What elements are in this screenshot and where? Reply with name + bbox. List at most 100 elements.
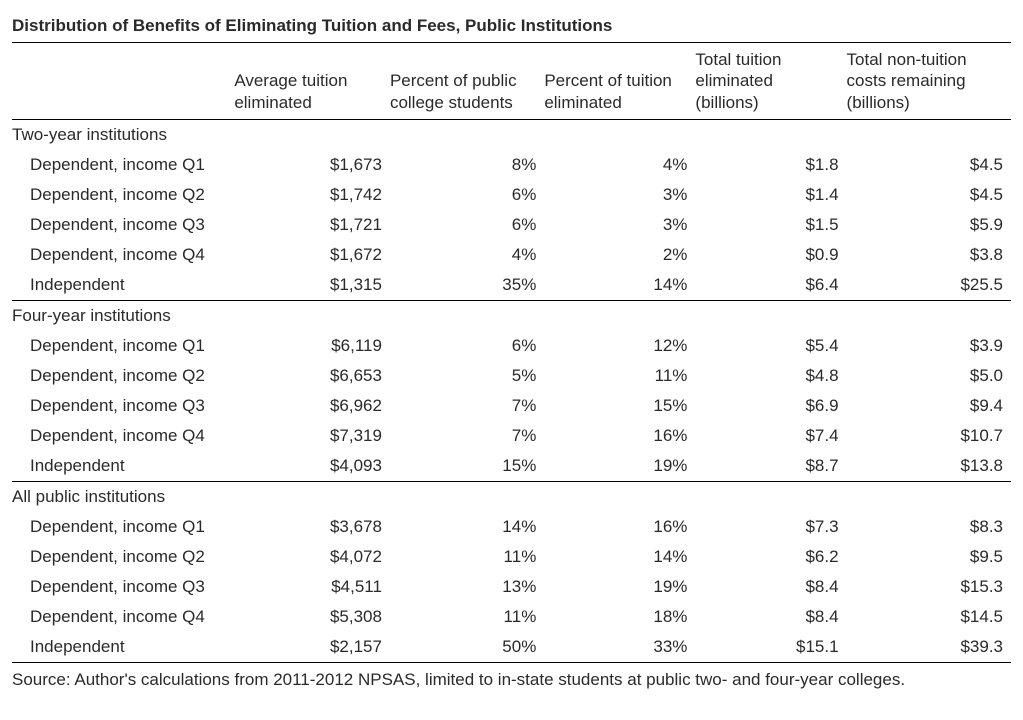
row-label: Dependent, income Q1 <box>12 331 234 361</box>
cell-total-tuition: $6.9 <box>695 391 846 421</box>
cell-pct-tuition: 18% <box>544 602 695 632</box>
cell-nontuition: $14.5 <box>847 602 1011 632</box>
row-label: Independent <box>12 270 234 301</box>
cell-pct-students: 7% <box>390 391 544 421</box>
cell-pct-tuition: 14% <box>544 542 695 572</box>
row-label: Dependent, income Q2 <box>12 180 234 210</box>
cell-pct-students: 11% <box>390 542 544 572</box>
cell-avg: $4,072 <box>234 542 390 572</box>
table-header-row: Average tuition eliminated Percent of pu… <box>12 43 1011 120</box>
table-row: Independent $4,093 15% 19% $8.7 $13.8 <box>12 451 1011 482</box>
table-row: Dependent, income Q2 $1,742 6% 3% $1.4 $… <box>12 180 1011 210</box>
cell-avg: $1,672 <box>234 240 390 270</box>
cell-nontuition: $8.3 <box>847 512 1011 542</box>
table-row: Dependent, income Q4 $5,308 11% 18% $8.4… <box>12 602 1011 632</box>
header-total-tuition: Total tuition eliminated (billions) <box>695 43 846 120</box>
cell-nontuition: $3.9 <box>847 331 1011 361</box>
section-label: Four-year institutions <box>12 300 1011 331</box>
header-pct-students: Percent of public college students <box>390 43 544 120</box>
cell-pct-tuition: 3% <box>544 180 695 210</box>
cell-pct-students: 13% <box>390 572 544 602</box>
cell-total-tuition: $8.4 <box>695 572 846 602</box>
cell-total-tuition: $7.4 <box>695 421 846 451</box>
row-label: Independent <box>12 451 234 482</box>
cell-nontuition: $10.7 <box>847 421 1011 451</box>
table-title: Distribution of Benefits of Eliminating … <box>12 12 1011 43</box>
cell-total-tuition: $8.7 <box>695 451 846 482</box>
header-total-nontuition: Total non-tuition costs remaining (billi… <box>847 43 1011 120</box>
cell-nontuition: $3.8 <box>847 240 1011 270</box>
row-label: Dependent, income Q4 <box>12 240 234 270</box>
cell-nontuition: $9.5 <box>847 542 1011 572</box>
cell-pct-students: 7% <box>390 421 544 451</box>
cell-avg: $6,962 <box>234 391 390 421</box>
table-row: Dependent, income Q3 $6,962 7% 15% $6.9 … <box>12 391 1011 421</box>
cell-total-tuition: $1.8 <box>695 150 846 180</box>
row-label: Dependent, income Q1 <box>12 512 234 542</box>
cell-avg: $1,721 <box>234 210 390 240</box>
cell-pct-tuition: 3% <box>544 210 695 240</box>
table-row: Dependent, income Q3 $1,721 6% 3% $1.5 $… <box>12 210 1011 240</box>
cell-total-tuition: $6.2 <box>695 542 846 572</box>
cell-avg: $5,308 <box>234 602 390 632</box>
table-row: Dependent, income Q2 $6,653 5% 11% $4.8 … <box>12 361 1011 391</box>
cell-avg: $1,673 <box>234 150 390 180</box>
section-label: Two-year institutions <box>12 119 1011 150</box>
cell-total-tuition: $8.4 <box>695 602 846 632</box>
cell-avg: $6,119 <box>234 331 390 361</box>
cell-pct-tuition: 19% <box>544 451 695 482</box>
cell-avg: $4,093 <box>234 451 390 482</box>
cell-pct-students: 6% <box>390 210 544 240</box>
cell-nontuition: $13.8 <box>847 451 1011 482</box>
cell-avg: $2,157 <box>234 632 390 663</box>
row-label: Dependent, income Q1 <box>12 150 234 180</box>
cell-pct-tuition: 4% <box>544 150 695 180</box>
header-blank <box>12 43 234 120</box>
cell-pct-students: 11% <box>390 602 544 632</box>
cell-pct-students: 14% <box>390 512 544 542</box>
cell-avg: $4,511 <box>234 572 390 602</box>
row-label: Dependent, income Q3 <box>12 572 234 602</box>
row-label: Independent <box>12 632 234 663</box>
table-row: Dependent, income Q1 $3,678 14% 16% $7.3… <box>12 512 1011 542</box>
cell-nontuition: $4.5 <box>847 150 1011 180</box>
cell-nontuition: $15.3 <box>847 572 1011 602</box>
cell-total-tuition: $1.5 <box>695 210 846 240</box>
header-pct-tuition: Percent of tuition eliminated <box>544 43 695 120</box>
cell-pct-tuition: 33% <box>544 632 695 663</box>
source-text: Source: Author's calculations from 2011-… <box>12 662 1011 691</box>
cell-avg: $3,678 <box>234 512 390 542</box>
cell-nontuition: $5.9 <box>847 210 1011 240</box>
cell-nontuition: $39.3 <box>847 632 1011 663</box>
cell-total-tuition: $5.4 <box>695 331 846 361</box>
source-row: Source: Author's calculations from 2011-… <box>12 662 1011 691</box>
cell-pct-students: 4% <box>390 240 544 270</box>
cell-avg: $6,653 <box>234 361 390 391</box>
row-label: Dependent, income Q2 <box>12 361 234 391</box>
cell-total-tuition: $6.4 <box>695 270 846 301</box>
cell-pct-tuition: 16% <box>544 421 695 451</box>
cell-avg: $7,319 <box>234 421 390 451</box>
row-label: Dependent, income Q3 <box>12 210 234 240</box>
table-row: Independent $1,315 35% 14% $6.4 $25.5 <box>12 270 1011 301</box>
row-label: Dependent, income Q2 <box>12 542 234 572</box>
cell-total-tuition: $7.3 <box>695 512 846 542</box>
cell-total-tuition: $4.8 <box>695 361 846 391</box>
cell-nontuition: $9.4 <box>847 391 1011 421</box>
table-row: Dependent, income Q3 $4,511 13% 19% $8.4… <box>12 572 1011 602</box>
table-row: Dependent, income Q1 $1,673 8% 4% $1.8 $… <box>12 150 1011 180</box>
cell-pct-students: 50% <box>390 632 544 663</box>
table-row: Dependent, income Q4 $1,672 4% 2% $0.9 $… <box>12 240 1011 270</box>
cell-pct-students: 6% <box>390 180 544 210</box>
cell-pct-students: 8% <box>390 150 544 180</box>
table-row: Dependent, income Q1 $6,119 6% 12% $5.4 … <box>12 331 1011 361</box>
section-label: All public institutions <box>12 481 1011 512</box>
section-all-public: All public institutions <box>12 481 1011 512</box>
row-label: Dependent, income Q4 <box>12 421 234 451</box>
cell-pct-students: 6% <box>390 331 544 361</box>
table-row: Dependent, income Q4 $7,319 7% 16% $7.4 … <box>12 421 1011 451</box>
table-row: Independent $2,157 50% 33% $15.1 $39.3 <box>12 632 1011 663</box>
row-label: Dependent, income Q3 <box>12 391 234 421</box>
cell-pct-tuition: 12% <box>544 331 695 361</box>
row-label: Dependent, income Q4 <box>12 602 234 632</box>
